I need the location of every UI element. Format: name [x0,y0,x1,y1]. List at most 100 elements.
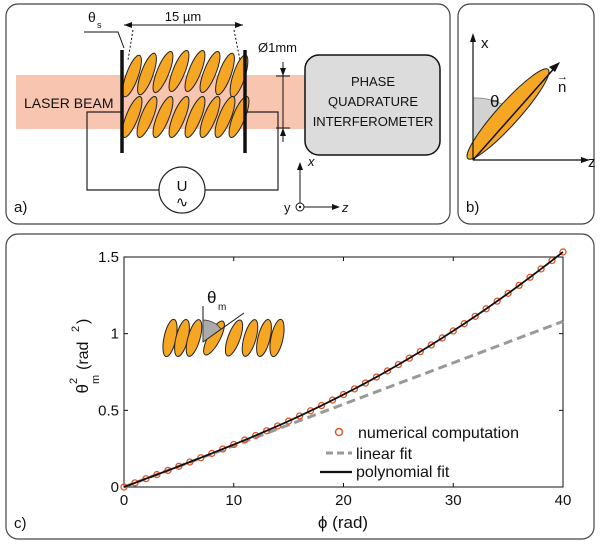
data-point [515,281,523,290]
inset-molecule [241,319,259,357]
svg-text:): ) [75,319,92,324]
x-tick-label: 0 [120,492,128,509]
b-x-label: x [481,35,489,52]
lc-molecule-top [215,52,235,96]
legend-marker-numerical [334,427,344,437]
lc-molecule-top [168,49,190,93]
inset-theta: θ [207,288,216,307]
gap-label: 15 µm [165,9,201,24]
data-point [361,379,370,387]
legend: numerical computation linear fit polynom… [320,425,519,481]
voltage-label: U [177,178,188,195]
y-tick-label: 0 [111,479,119,496]
x-tick-label: 30 [445,492,462,509]
panel-c-label: c) [14,515,27,532]
data-point [482,305,490,313]
lc-molecule-bottom [199,95,221,139]
inset-molecule [185,319,203,357]
data-point [219,445,227,453]
x-tick-label: 10 [225,492,242,509]
lc-molecule-top [184,49,206,93]
legend-numerical: numerical computation [358,425,519,442]
y-tick-label: 0.5 [98,402,119,419]
data-point [405,354,414,362]
panel-a-label: a) [14,199,27,216]
data-point [548,256,556,265]
data-point [493,297,501,305]
x-tick-label: 20 [335,492,352,509]
lc-molecule-top [152,50,174,94]
director-n [472,63,559,161]
svg-text:θ: θ [73,384,92,393]
data-point [350,385,359,393]
data-point [526,273,534,281]
polynomial-fit-line [123,251,564,488]
lc-molecule-top [122,54,142,98]
legend-poly: polynomial fit [356,464,450,481]
ac-symbol: ∿ [176,194,189,211]
legend-linear: linear fit [356,446,413,463]
data-point [471,312,479,320]
inset-molecule [269,318,285,358]
svg-text:2: 2 [68,378,80,384]
data-point [153,470,161,479]
theta-s-sub: s [97,20,102,30]
diameter-label: Ø1mm [258,40,297,55]
data-point [164,466,172,475]
b-n-label: n [558,79,566,96]
svg-text:m: m [90,375,102,384]
theta-s-label: θ [88,9,96,25]
inset-sub: m [218,302,226,313]
data-point [131,479,139,487]
data-point [273,422,282,430]
y-tick-label: 1 [111,326,119,343]
inset-molecules [162,318,285,358]
data-point [460,320,468,328]
data-point [208,449,216,458]
data-point [372,373,381,381]
data-point [504,289,512,297]
svg-text:2: 2 [70,326,82,332]
panel-b-frame [457,3,595,225]
inset-molecule [256,319,272,357]
interferometer-box [304,54,441,156]
data-point [120,483,128,491]
panel-b-label: b) [466,199,479,216]
data-point [416,347,424,356]
lc-molecule-bottom [152,95,174,139]
b-n-arrow: → [557,71,568,83]
data-point [394,360,403,369]
data-point [175,462,183,470]
voltage-source [158,166,206,214]
data-point [295,412,304,420]
data-point [449,327,457,335]
lc-molecule-bottom [168,95,190,139]
data-point [263,427,271,435]
lc-molecule-bottom [184,95,206,139]
theta-s-dash-right [233,29,241,61]
theta-s-pointer [84,31,125,49]
laser-label: LASER BEAM [24,95,113,111]
theta-s-dash-left [127,29,134,61]
data-point [537,265,545,273]
data-point [383,367,392,375]
coord-z-label: z [341,200,349,215]
inset-molecule [224,319,244,357]
y-tick-label: 1.5 [98,249,119,266]
b-theta-label: θ [490,92,499,111]
chart: 0 10 20 30 40 0 0.5 1 1.5 θ 2 m (rad 2 ) ϕ (rad)… [68,248,572,532]
wire-right [205,111,279,191]
x-tick-label: 40 [555,492,572,509]
data-point [284,417,293,425]
data-point [306,407,315,415]
data-point [186,458,194,466]
molecule-ellipse [466,68,550,160]
y-axis-label: θ 2 m (rad 2 ) [68,319,102,394]
data-point [339,390,348,399]
b-z-label: z [588,154,596,171]
lc-molecule-bottom [136,95,158,139]
coord-y-label: y [284,200,291,215]
wire-left [86,111,160,191]
data-point [328,396,337,404]
